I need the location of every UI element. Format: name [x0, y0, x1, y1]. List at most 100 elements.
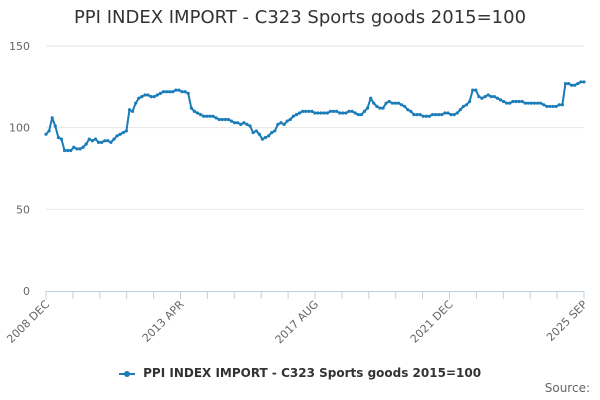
x-tick-label: 2008 DEC — [4, 298, 52, 346]
y-tick-label: 0 — [23, 285, 30, 298]
data-point — [211, 114, 215, 118]
data-point — [551, 104, 555, 109]
data-point — [406, 108, 410, 112]
data-point — [399, 103, 404, 107]
data-point — [532, 101, 537, 105]
data-point — [356, 113, 360, 117]
data-point — [81, 145, 85, 149]
data-point — [202, 114, 206, 118]
data-point — [505, 101, 509, 105]
data-point — [50, 116, 54, 120]
data-point — [365, 106, 370, 110]
data-point — [570, 83, 574, 87]
data-point — [248, 124, 252, 128]
y-tick-label: 100 — [9, 122, 30, 135]
data-point — [62, 148, 67, 153]
data-point — [483, 95, 487, 99]
data-point — [341, 111, 345, 115]
data-point — [226, 117, 231, 122]
data-point — [325, 111, 329, 115]
data-point — [443, 111, 447, 115]
data-point — [545, 104, 549, 109]
data-point — [387, 99, 391, 104]
data-point — [297, 111, 302, 115]
data-point — [155, 93, 159, 97]
x-tick-label: 2021 DEC — [408, 298, 456, 346]
data-point — [75, 147, 79, 151]
data-point — [90, 139, 94, 143]
data-point — [375, 104, 379, 109]
data-point — [582, 80, 586, 84]
data-point — [372, 101, 376, 105]
data-point — [529, 101, 534, 105]
data-point — [124, 129, 128, 133]
data-point — [263, 135, 268, 140]
data-point — [251, 130, 255, 135]
series-line — [45, 80, 584, 152]
y-tick-label: 50 — [16, 203, 30, 216]
data-point — [109, 140, 113, 144]
data-point — [118, 132, 122, 136]
data-point — [72, 145, 76, 149]
data-point — [452, 113, 456, 117]
data-point — [177, 88, 181, 92]
data-point — [498, 98, 503, 102]
data-point — [44, 132, 48, 136]
data-point — [279, 121, 283, 125]
data-point — [492, 95, 496, 99]
data-point — [347, 109, 351, 113]
data-point — [508, 101, 512, 105]
data-point — [140, 95, 144, 99]
data-point — [229, 119, 234, 123]
data-point — [378, 106, 382, 110]
data-point — [205, 114, 209, 118]
data-point — [146, 93, 150, 97]
data-point — [319, 111, 323, 115]
data-point — [84, 142, 88, 146]
data-point — [134, 101, 138, 105]
data-point — [313, 111, 317, 115]
data-point — [310, 109, 314, 113]
source-label: Source: — [544, 381, 590, 395]
data-point — [461, 104, 466, 109]
data-point — [477, 95, 481, 99]
data-point — [239, 122, 243, 126]
data-point — [257, 132, 261, 136]
data-point — [301, 109, 305, 113]
data-point — [322, 111, 326, 115]
data-point — [440, 113, 444, 117]
data-point — [174, 88, 178, 92]
data-point — [353, 111, 357, 115]
data-point — [100, 140, 104, 144]
data-point — [66, 148, 70, 153]
data-point — [335, 109, 339, 113]
legend[interactable]: PPI INDEX IMPORT - C323 Sports goods 201… — [0, 366, 600, 380]
data-point — [381, 106, 385, 110]
data-point — [69, 148, 73, 153]
data-point — [103, 139, 107, 143]
data-point — [282, 122, 286, 126]
data-point — [164, 90, 169, 94]
data-point — [437, 113, 441, 117]
data-point — [192, 109, 197, 113]
data-point — [189, 106, 193, 110]
data-point — [557, 103, 561, 107]
data-point — [149, 95, 153, 99]
data-point — [183, 90, 187, 94]
data-point — [143, 93, 147, 97]
data-point — [520, 99, 524, 104]
data-point — [362, 109, 367, 113]
data-point — [220, 117, 224, 122]
data-point — [502, 99, 506, 104]
data-point — [511, 99, 515, 104]
data-point — [186, 91, 190, 95]
data-point — [560, 103, 564, 107]
data-point — [236, 121, 240, 125]
data-point — [542, 103, 546, 107]
data-point — [47, 129, 51, 133]
data-point — [412, 113, 416, 117]
data-point — [464, 103, 469, 107]
data-point — [489, 95, 493, 99]
data-point — [152, 95, 156, 99]
